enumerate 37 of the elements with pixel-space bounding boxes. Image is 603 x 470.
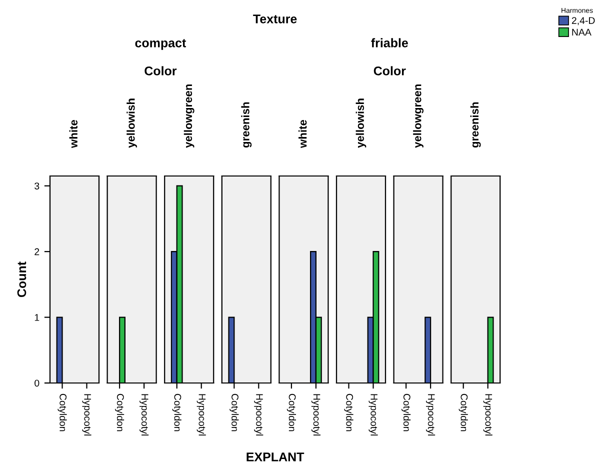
y-tick-label: 1	[34, 314, 40, 321]
x-tick-label: Cotyldon	[58, 394, 67, 432]
chart-title: greenish	[241, 102, 252, 148]
x-tick-label: Hypocotyl	[196, 394, 206, 436]
legend-label: NAA	[572, 28, 592, 36]
x-tick-label: Hypocotyl	[140, 394, 149, 436]
chart-title: greenish	[470, 102, 481, 148]
x-tick-label: Cotyldon	[286, 394, 296, 432]
legend-label: 2,4-D	[572, 17, 595, 26]
x-tick-label: Hypocotyl	[254, 394, 264, 436]
x-tick-label: Hypocotyl	[311, 394, 320, 436]
text: friable	[371, 38, 408, 48]
x-tick-label: Cotyldon	[344, 394, 354, 432]
chart-title: yellowgreen	[413, 84, 424, 148]
x-tick-label: Cotyldon	[402, 394, 411, 432]
x-tick-label: Hypocotyl	[426, 394, 436, 436]
text: compact	[135, 39, 186, 50]
x-tick-label: Cotyldon	[458, 394, 468, 432]
x-tick-label: Cotyldon	[115, 394, 124, 432]
chart-title: yellowgreen	[184, 84, 194, 148]
x-tick-label: Hypocotyl	[368, 394, 378, 436]
text: Color	[144, 66, 177, 76]
chart-title: white	[69, 120, 78, 148]
x-tick-label: Cotyldon	[172, 394, 182, 432]
y-tick-label: 0	[34, 380, 40, 387]
text: Color	[374, 66, 406, 76]
x-axis-title: EXPLANT	[246, 452, 304, 462]
chart-title: white	[298, 120, 307, 148]
text: Texture	[253, 14, 297, 24]
y-tick-label: 3	[34, 182, 40, 190]
chart-title: yellowish	[356, 98, 366, 148]
y-axis-title: Count	[17, 262, 26, 298]
y-tick-label: 2	[34, 248, 40, 256]
x-tick-label: Cotyldon	[230, 394, 239, 432]
x-tick-label: Hypocotyl	[82, 394, 92, 436]
chart-title: yellowish	[126, 98, 137, 148]
x-tick-label: Hypocotyl	[483, 394, 492, 436]
